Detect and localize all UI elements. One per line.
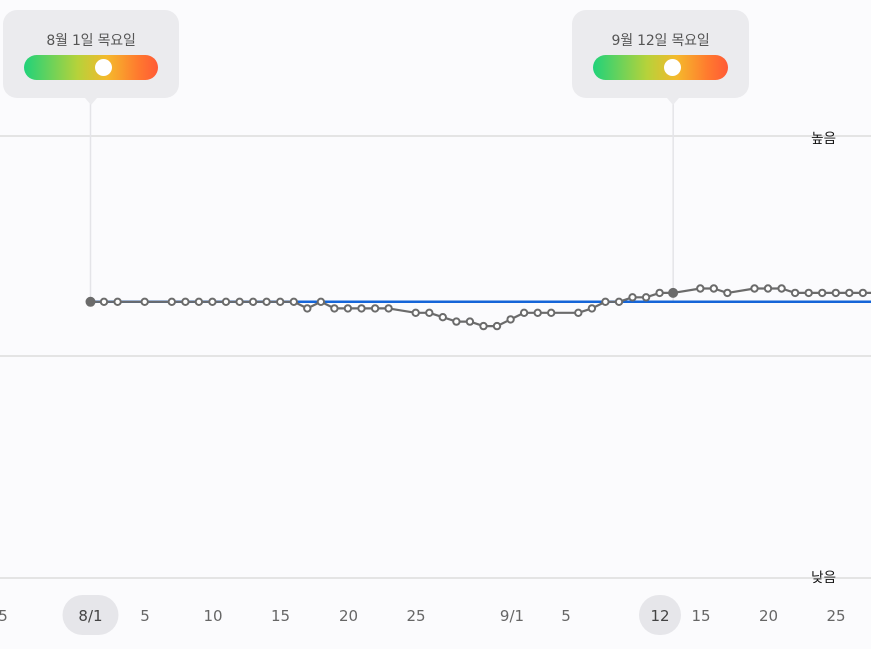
data-point (303, 304, 312, 313)
data-point (85, 296, 96, 307)
level-gradient-bar (24, 55, 158, 80)
data-point (370, 304, 380, 313)
x-tick-label: 10 (203, 607, 222, 625)
data-point (167, 297, 177, 306)
data-point (330, 304, 339, 313)
data-point (384, 304, 393, 313)
tooltip-date: 9월 12일 목요일 (611, 33, 710, 49)
level-indicator-knob (94, 59, 112, 76)
data-point (208, 297, 217, 306)
data-point (519, 308, 529, 317)
data-point (289, 297, 298, 306)
data-point (818, 288, 827, 298)
tooltip-date: 8월 1일 목요일 (46, 33, 136, 49)
data-point (452, 317, 461, 326)
data-point (506, 315, 515, 324)
data-point (99, 297, 109, 306)
tick-highlight-12 (639, 595, 681, 635)
data-point (194, 297, 204, 306)
x-tick-label: 20 (339, 607, 358, 625)
x-tick-label: 5 (140, 607, 150, 625)
data-point (750, 284, 759, 293)
x-tick-label: 8/1 (78, 607, 102, 625)
data-point (763, 284, 773, 293)
x-tick-label: 5 (0, 607, 8, 625)
data-point (587, 304, 597, 313)
data-point (790, 288, 800, 298)
data-point (696, 284, 705, 293)
data-point (723, 288, 732, 298)
tooltip-card: 9월 12일 목요일 (572, 10, 749, 105)
x-tick-label: 15 (271, 607, 290, 625)
y-label-high: 높음 (811, 131, 836, 147)
data-point (547, 308, 556, 317)
data-point (628, 293, 637, 302)
data-point (574, 308, 583, 317)
data-point (479, 321, 488, 331)
x-tick-label: 20 (759, 607, 778, 625)
tooltip-card: 8월 1일 목요일 (3, 10, 179, 105)
data-point (235, 297, 244, 306)
data-point (262, 297, 271, 306)
data-point (492, 321, 502, 331)
data-point (140, 297, 149, 306)
level-gradient-bar (593, 55, 728, 80)
data-point (601, 297, 610, 306)
data-point (411, 308, 420, 317)
data-point (709, 284, 718, 293)
x-tick-label: 25 (826, 607, 845, 625)
data-point (181, 297, 190, 306)
data-point (248, 297, 258, 306)
x-tick-label: 15 (691, 607, 710, 625)
x-tick-label: 9/1 (500, 607, 524, 625)
data-point (655, 288, 664, 298)
data-point (276, 297, 285, 306)
data-point (831, 288, 840, 298)
data-point (668, 287, 679, 298)
tooltip-arrow (667, 98, 680, 105)
data-point (221, 297, 231, 306)
data-point (425, 308, 434, 317)
data-point (641, 293, 651, 302)
tick-highlight-8/1 (62, 595, 119, 635)
data-point (533, 308, 542, 317)
y-label-low: 낮음 (811, 570, 836, 586)
data-point (858, 288, 868, 298)
data-point (777, 284, 786, 293)
level-indicator-knob (664, 59, 682, 76)
data-point (614, 297, 624, 306)
data-point (438, 313, 447, 322)
data-point (804, 288, 813, 298)
tooltip-arrow (84, 98, 97, 105)
data-point (316, 297, 326, 306)
series-line (90, 287, 871, 328)
x-tick-label: 25 (406, 607, 425, 625)
data-point (357, 304, 366, 313)
data-point (343, 304, 353, 313)
data-point (465, 317, 475, 326)
data-point (845, 288, 854, 298)
x-tick-label: 12 (650, 607, 669, 625)
data-point (113, 297, 122, 306)
x-tick-label: 5 (561, 607, 571, 625)
